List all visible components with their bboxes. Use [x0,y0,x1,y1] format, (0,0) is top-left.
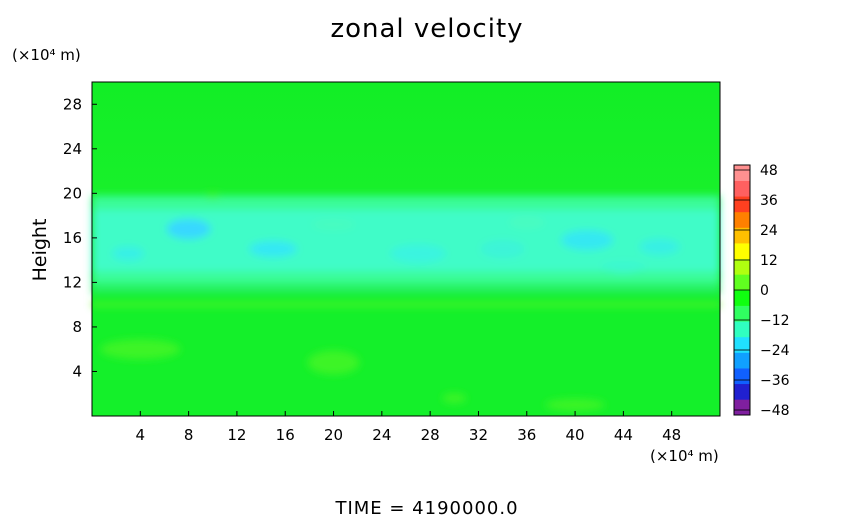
field-feature [390,244,447,263]
colorbar-swatch [734,305,750,322]
x-tick-label: 48 [662,426,681,444]
colorbar-swatch [734,368,750,385]
colorbar-swatch [734,258,750,275]
field-feature [307,350,360,375]
x-tick-label: 40 [566,426,585,444]
field-feature [249,241,298,257]
field-feature [92,302,720,307]
colorbar-label: −12 [760,313,790,329]
colorbar-label: 48 [760,163,778,179]
colorbar-label: 12 [760,253,778,269]
field-feature [601,260,646,273]
y-axis-unit: (×10⁴ m) [12,46,81,64]
field-feature [204,192,221,199]
field-feature [112,246,145,261]
y-tick-label: 8 [72,318,82,336]
field-feature [166,218,211,239]
x-tick-label: 20 [324,426,343,444]
field-feature [545,398,606,411]
x-tick-label: 44 [614,426,633,444]
field-feature [639,238,680,255]
colorbar: 48 36 24 12 0 −12 −24 −36 −48 [733,163,790,419]
colorbar-label: −36 [760,373,790,389]
x-tick-label: 4 [136,426,146,444]
chart-title: zonal velocity [330,14,524,44]
y-tick-label: 24 [63,140,82,158]
x-tick-label: 16 [276,426,295,444]
colorbar-swatch [734,399,750,416]
field-feature [508,216,545,229]
plot-area [91,81,721,417]
colorbar-swatch [734,243,750,260]
x-axis-ticks: 4 8 12 16 20 24 28 32 36 40 44 48 [136,411,681,444]
x-tick-label: 8 [184,426,194,444]
time-label: TIME = 4190000.0 [335,498,519,519]
field-feature [480,240,525,258]
field-feature [100,339,181,360]
colorbar-label: 24 [760,223,778,239]
colorbar-label: −48 [760,403,790,419]
colorbar-swatch [734,180,750,197]
colorbar-swatch [734,290,750,306]
upper-region [92,82,720,194]
colorbar-label: −24 [760,343,790,359]
y-tick-label: 28 [63,95,82,113]
y-tick-label: 4 [72,362,82,380]
x-tick-label: 12 [227,426,246,444]
colorbar-swatch [734,336,750,353]
colorbar-swatch [734,227,750,244]
y-tick-label: 16 [63,229,82,247]
colorbar-swatch [734,321,750,338]
field-feature [311,218,356,231]
x-tick-label: 28 [421,426,440,444]
colorbar-swatch [734,211,750,228]
colorbar-swatch [734,352,750,369]
x-tick-label: 24 [372,426,391,444]
y-axis-ticks: 4 8 12 16 20 24 28 [63,95,97,380]
colorbar-swatch [734,383,750,400]
x-axis-unit: (×10⁴ m) [650,447,719,465]
colorbar-swatch [734,165,750,181]
field-feature [561,230,614,251]
y-tick-label: 20 [63,184,82,202]
colorbar-swatch [734,274,750,291]
y-tick-label: 12 [63,273,82,291]
colorbar-label: 36 [760,193,778,209]
colorbar-label: 0 [760,283,769,299]
field-feature [92,286,720,293]
x-tick-label: 32 [469,426,488,444]
x-tick-label: 36 [517,426,536,444]
heatmap-field [92,192,720,411]
field-feature [442,393,467,404]
plot-frame [91,81,721,417]
colorbar-swatch [734,196,750,213]
